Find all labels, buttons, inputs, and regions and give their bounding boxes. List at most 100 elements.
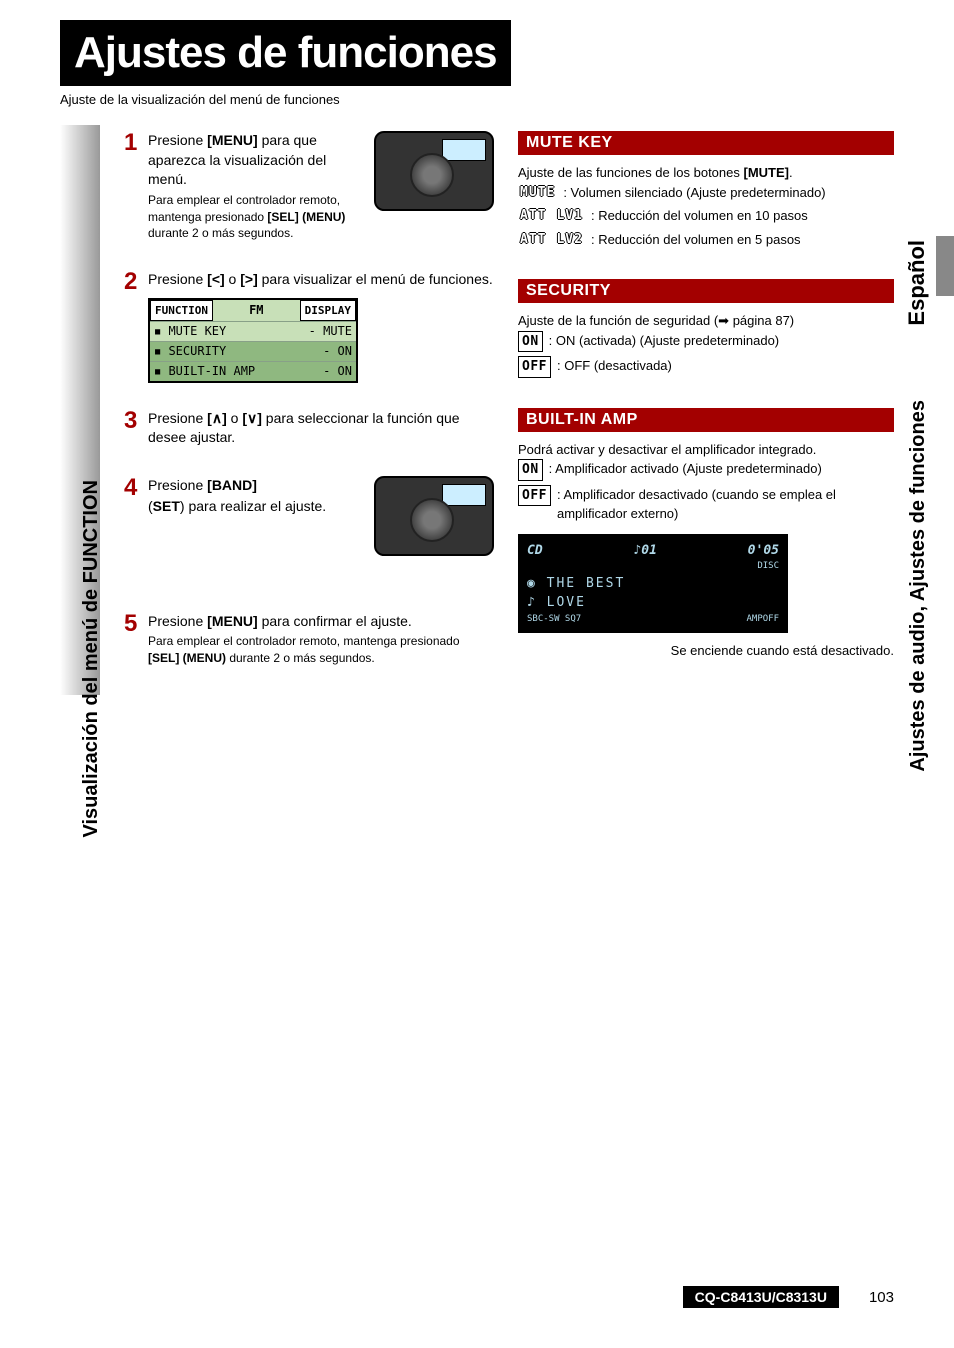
- step-text: Presione: [148, 477, 207, 493]
- option-desc: : Amplificador desactivado (cuando se em…: [557, 485, 894, 524]
- page-footer: CQ-C8413U/C8313U 103: [683, 1286, 894, 1308]
- step-3: 3 Presione [∧] o [∨] para seleccionar la…: [124, 409, 494, 450]
- step-2: 2 Presione [<] o [>] para visualizar el …: [124, 270, 494, 382]
- step-4: 4 Presione [BAND] (SET) para realizar el…: [124, 476, 494, 556]
- lcd-row-value: - MUTE: [309, 323, 352, 340]
- section-intro: Ajuste de la función de seguridad (➡ pág…: [518, 311, 894, 331]
- step-note-key: [SEL] (MENU): [267, 210, 345, 224]
- step-note: durante 2 o más segundos.: [148, 226, 293, 240]
- option-row: ON : Amplificador activado (Ajuste prede…: [518, 459, 894, 481]
- cd-bottom-left: SBC-SW SQ7: [527, 613, 581, 627]
- option-row: MUTE : Volumen silenciado (Ajuste predet…: [518, 183, 894, 203]
- section-header-security: SECURITY: [518, 279, 894, 303]
- cd-bottom-right: AMPOFF: [746, 613, 779, 627]
- step-text: ) para realizar el ajuste.: [180, 498, 326, 514]
- lcd-header-band: FM: [213, 300, 300, 321]
- option-badge2: LV2: [554, 230, 584, 250]
- page-subtitle: Ajuste de la visualización del menú de f…: [60, 92, 894, 107]
- lcd-function-menu: FUNCTION FM DISPLAY ◾ MUTE KEY - MUTE ◾ …: [148, 298, 358, 383]
- lcd-row: ◾ MUTE KEY - MUTE: [150, 321, 356, 341]
- step-note: durante 2 o más segundos.: [226, 651, 375, 665]
- option-row: OFF : OFF (desactivada): [518, 356, 894, 378]
- section-body-amp: Podrá activar y desactivar el amplificad…: [518, 440, 894, 661]
- option-desc: : Volumen silenciado (Ajuste predetermin…: [563, 183, 894, 203]
- lcd-row: ◾ SECURITY - ON: [150, 341, 356, 361]
- option-desc: : OFF (desactivada): [557, 356, 894, 376]
- lcd-row-value: - ON: [323, 363, 352, 380]
- option-row: ON : ON (activada) (Ajuste predeterminad…: [518, 331, 894, 353]
- section-body-mute: Ajuste de las funciones de los botones […: [518, 163, 894, 249]
- option-desc: : Amplificador activado (Ajuste predeter…: [549, 459, 894, 479]
- cd-disc-label: DISC: [527, 560, 779, 574]
- page-title: Ajustes de funciones: [60, 20, 511, 86]
- section-header-mute: MUTE KEY: [518, 131, 894, 155]
- lcd-row-label: ◾ SECURITY: [154, 343, 226, 360]
- section-body-security: Ajuste de la función de seguridad (➡ pág…: [518, 311, 894, 378]
- option-badge-on: ON: [518, 459, 543, 481]
- sections-column: MUTE KEY Ajuste de las funciones de los …: [518, 125, 894, 695]
- step-text: para visualizar el menú de funciones.: [258, 271, 493, 287]
- footer-page-number: 103: [869, 1289, 894, 1306]
- section-intro: .: [789, 165, 793, 180]
- option-badge2: LV1: [554, 206, 584, 226]
- step-key: [MENU]: [207, 613, 258, 629]
- step-key: [BAND]: [207, 477, 257, 493]
- option-badge: MUTE: [518, 183, 557, 203]
- option-row: ATT LV1 : Reducción del volumen en 10 pa…: [518, 206, 894, 226]
- step-number: 1: [124, 131, 142, 244]
- section-intro: Ajuste de las funciones de los botones: [518, 165, 743, 180]
- side-tab-language: Español: [904, 240, 930, 326]
- step-5: 5 Presione [MENU] para confirmar el ajus…: [124, 612, 494, 669]
- cd-line2: ♪ LOVE: [527, 593, 779, 613]
- device-illustration: [374, 476, 494, 556]
- step-text: Presione: [148, 613, 207, 629]
- step-key: [∨]: [242, 410, 262, 426]
- lcd-row-value: - ON: [323, 343, 352, 360]
- footer-model: CQ-C8413U/C8313U: [683, 1286, 839, 1308]
- option-desc: : ON (activada) (Ajuste predeterminado): [549, 331, 894, 351]
- step-key: [<]: [207, 271, 225, 287]
- section-intro-key: [MUTE]: [743, 165, 789, 180]
- cd-display: CD ♪01 0'05 DISC ◉ THE BEST ♪ LOVE SBC-S…: [518, 534, 788, 634]
- section-intro: Podrá activar y desactivar el amplificad…: [518, 440, 894, 460]
- option-badge: ATT: [518, 206, 548, 226]
- steps-column: 1 Presione [MENU] para que aparezca la v…: [124, 125, 494, 695]
- step-number: 5: [124, 612, 142, 669]
- lcd-header-display: DISPLAY: [300, 300, 356, 321]
- step-text: Presione: [148, 132, 207, 148]
- option-badge-on: ON: [518, 331, 543, 353]
- step-key: [>]: [240, 271, 258, 287]
- side-tab-left: Visualización del menú de FUNCTION: [80, 480, 103, 837]
- step-text: Presione: [148, 410, 207, 426]
- side-tab-section: Ajustes de audio, Ajustes de funciones: [907, 400, 930, 772]
- step-text: o: [225, 271, 241, 287]
- cd-caption: Se enciende cuando está desactivado.: [518, 641, 894, 661]
- step-number: 4: [124, 476, 142, 556]
- step-key: [MENU]: [207, 132, 258, 148]
- option-desc: : Reducción del volumen en 10 pasos: [591, 206, 894, 226]
- step-text: Presione: [148, 271, 207, 287]
- cd-track: ♪01: [633, 541, 656, 561]
- option-row: ATT LV2 : Reducción del volumen en 5 pas…: [518, 230, 894, 250]
- option-badge-off: OFF: [518, 485, 551, 507]
- option-row: OFF : Amplificador desactivado (cuando s…: [518, 485, 894, 524]
- cd-line1: ◉ THE BEST: [527, 574, 779, 594]
- lcd-row-label: ◾ MUTE KEY: [154, 323, 226, 340]
- lcd-row: ◾ BUILT-IN AMP - ON: [150, 361, 356, 381]
- cd-time: 0'05: [748, 541, 779, 561]
- step-text: para confirmar el ajuste.: [258, 613, 412, 629]
- step-key: SET: [153, 498, 180, 514]
- option-badge-off: OFF: [518, 356, 551, 378]
- cd-source: CD: [527, 541, 543, 561]
- step-note: Para emplear el controlador remoto, mant…: [148, 634, 460, 648]
- step-number: 3: [124, 409, 142, 450]
- lcd-header-function: FUNCTION: [150, 300, 213, 321]
- step-note-key: [SEL] (MENU): [148, 651, 226, 665]
- step-number: 2: [124, 270, 142, 382]
- lcd-row-label: ◾ BUILT-IN AMP: [154, 363, 255, 380]
- device-illustration: [374, 131, 494, 211]
- step-key: [∧]: [207, 410, 227, 426]
- step-1: 1 Presione [MENU] para que aparezca la v…: [124, 131, 494, 244]
- step-text: o: [227, 410, 243, 426]
- section-header-amp: BUILT-IN AMP: [518, 408, 894, 432]
